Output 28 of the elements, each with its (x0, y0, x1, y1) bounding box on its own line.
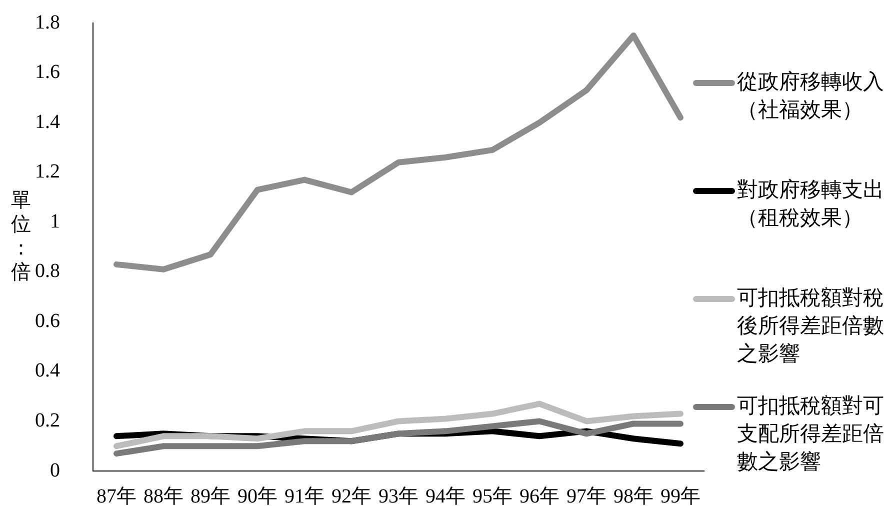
x-tick-label: 88年 (144, 485, 184, 506)
legend-label: 從政府移轉收入（社福效果） (737, 70, 884, 122)
y-tick-label: 0.4 (35, 360, 60, 382)
y-tick-label: 0.8 (35, 260, 60, 282)
x-tick-label: 94年 (426, 485, 466, 506)
x-tick-label: 96年 (520, 485, 560, 506)
x-tick-label: 87年 (96, 485, 136, 506)
x-tick-label: 98年 (614, 485, 654, 506)
y-tick-label: 1.2 (35, 160, 60, 183)
y-tick-label: 0 (50, 459, 60, 482)
legend-label: 可扣抵稅額對可支配所得差距倍數之影響 (737, 394, 884, 474)
y-tick-label: 1.8 (35, 11, 60, 34)
y-tick-label: 1.4 (35, 110, 60, 133)
y-axis-title: 單位：倍 (11, 189, 31, 284)
x-tick-label: 92年 (332, 485, 372, 506)
legend-label: 可扣抵稅額對稅後所得差距倍數之影響 (737, 286, 884, 366)
legend-label: 對政府移轉支出（租稅效果） (737, 178, 884, 230)
y-tick-label: 0.2 (35, 409, 60, 432)
x-tick-label: 93年 (378, 485, 418, 506)
x-tick-label: 99年 (660, 485, 700, 506)
y-tick-label: 1.6 (35, 61, 60, 84)
x-tick-label: 90年 (238, 485, 278, 506)
x-tick-label: 97年 (566, 485, 606, 506)
y-tick-label: 0.6 (35, 310, 60, 332)
x-tick-label: 95年 (472, 485, 512, 506)
y-tick-label: 1 (50, 210, 60, 232)
x-tick-label: 89年 (190, 485, 230, 506)
x-tick-label: 91年 (284, 485, 324, 506)
